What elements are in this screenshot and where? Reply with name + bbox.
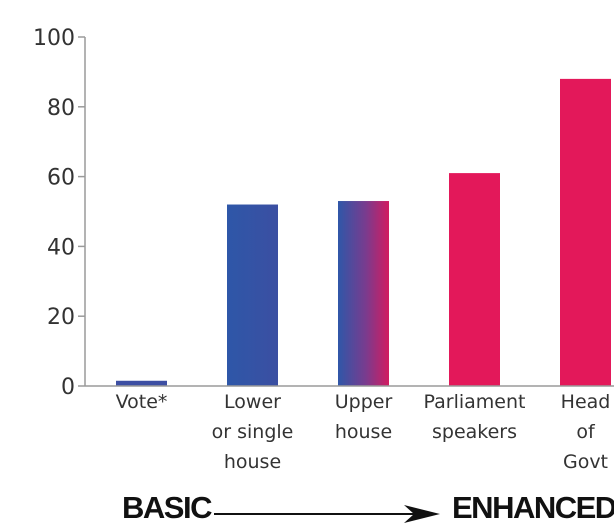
bar [449,173,500,386]
x-category-label-line: house [335,421,392,443]
y-tick-label: 60 [47,166,75,191]
y-tick-label: 80 [47,96,75,121]
x-category-label: Lower or single house [212,391,294,473]
y-tick-label: 20 [47,305,75,330]
x-category-label-line: of [576,421,596,443]
basic-enhanced-scale: BASIC ENHANCED [122,490,614,525]
scale-start-label: BASIC [122,490,212,525]
x-category-label-line: Head [561,391,611,413]
bars [116,78,611,386]
bar [116,380,167,386]
x-category-label-line: Lower [224,391,281,413]
y-tick-label: 40 [47,235,75,260]
x-category-label-line: house [224,451,281,473]
x-category-label-line: or single [212,421,294,443]
x-category-label-line: speakers [432,421,517,443]
scale-arrow-head [404,505,440,523]
x-category-label-line: Govt [563,451,608,473]
bar [227,204,278,386]
x-axis: Vote* Lower or single house Upper house Parlia… [85,385,614,473]
x-category-label: Vote* [116,391,168,413]
x-category-label: Upper house [335,391,393,443]
bar [560,78,611,386]
x-category-label-line: Upper [335,391,393,413]
x-category-label-line: Vote* [116,391,168,413]
x-category-label: Head of Govt [561,391,611,473]
x-category-label-line: Parliament [424,391,526,413]
y-tick-label: 100 [33,26,75,51]
y-axis: 0 20 40 60 80 100 [33,26,86,400]
scale-end-label: ENHANCED [452,490,614,525]
y-tick-label: 0 [61,375,75,400]
x-category-label: Parliament speakers [424,391,526,443]
bar [338,201,389,386]
